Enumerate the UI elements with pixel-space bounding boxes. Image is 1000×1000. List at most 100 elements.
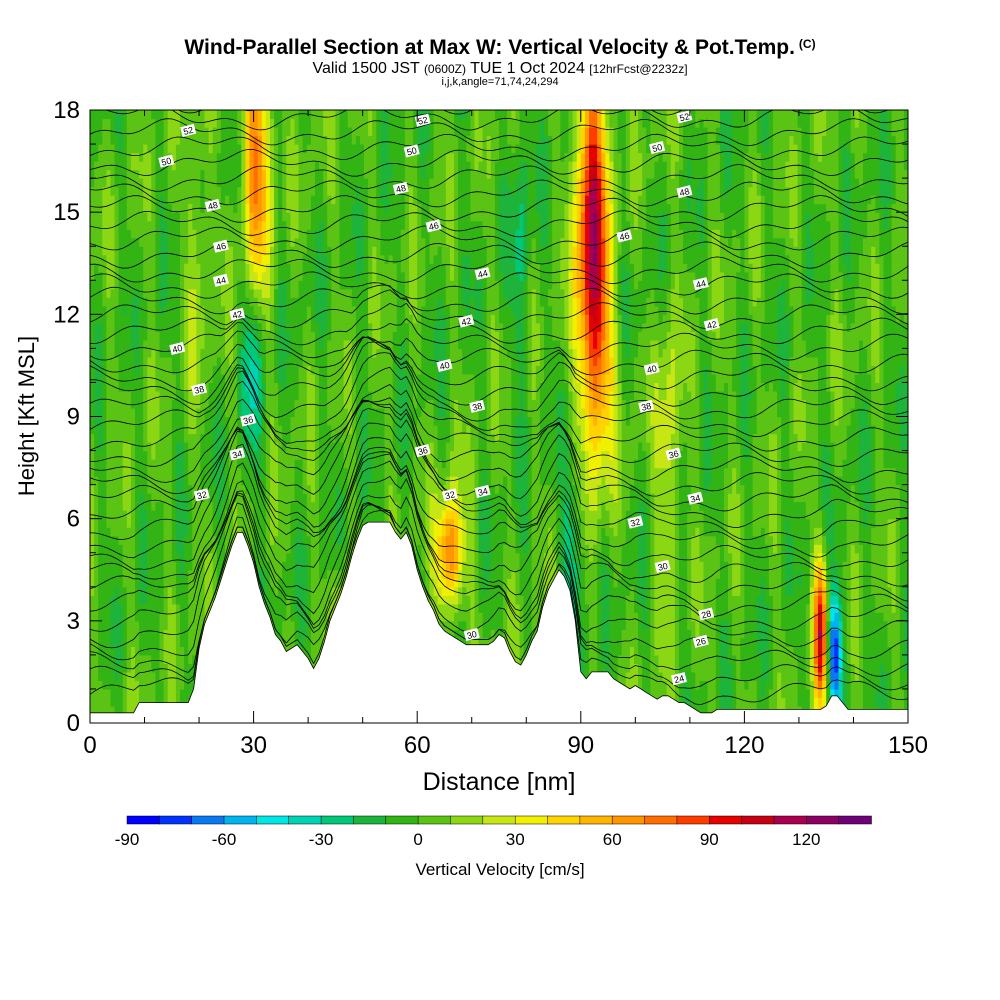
velocity-cell: [274, 450, 279, 460]
velocity-cell: [253, 501, 259, 511]
velocity-cell: [278, 254, 283, 264]
velocity-cell: [302, 169, 308, 179]
velocity-cell: [347, 297, 353, 307]
velocity-cell: [167, 620, 173, 630]
velocity-cell: [294, 212, 300, 222]
velocity-cell: [241, 280, 246, 290]
velocity-cell: [106, 212, 112, 222]
velocity-cell: [171, 518, 177, 528]
velocity-cell: [122, 527, 128, 537]
velocity-cell: [290, 535, 296, 545]
velocity-cell: [229, 229, 234, 239]
velocity-cell: [175, 186, 181, 196]
velocity-cell: [274, 629, 279, 639]
velocity-cell: [229, 288, 234, 298]
velocity-cell: [126, 569, 132, 579]
velocity-cell: [286, 603, 291, 613]
velocity-cell: [118, 459, 124, 469]
velocity-cell: [159, 280, 165, 290]
velocity-cell: [122, 518, 128, 528]
velocity-cell: [212, 195, 218, 205]
velocity-cell: [351, 280, 357, 290]
velocity-cell: [364, 322, 369, 332]
velocity-cell: [282, 450, 287, 460]
velocity-cell: [151, 467, 156, 477]
velocity-cell: [274, 271, 279, 281]
velocity-cell: [143, 203, 148, 213]
velocity-cell: [351, 425, 357, 435]
velocity-cell: [135, 408, 140, 418]
velocity-cell: [143, 382, 148, 392]
velocity-cell: [278, 135, 283, 145]
velocity-cell: [147, 646, 152, 656]
velocity-cell: [290, 527, 296, 537]
velocity-cell: [126, 535, 132, 545]
velocity-cell: [327, 178, 332, 188]
velocity-cell: [233, 322, 238, 332]
velocity-cell: [135, 314, 140, 324]
velocity-cell: [327, 450, 332, 460]
velocity-cell: [249, 220, 255, 230]
velocity-cell: [241, 348, 246, 358]
velocity-cell: [319, 552, 324, 562]
velocity-cell: [270, 612, 275, 622]
velocity-cell: [180, 399, 185, 409]
velocity-cell: [343, 178, 349, 188]
velocity-cell: [245, 484, 251, 494]
velocity-cell: [220, 493, 226, 503]
velocity-cell: [302, 348, 308, 358]
velocity-cell: [315, 612, 320, 622]
velocity-cell: [245, 314, 251, 324]
velocity-cell: [212, 501, 218, 511]
velocity-cell: [233, 152, 238, 162]
velocity-cell: [155, 195, 161, 205]
velocity-cell: [298, 586, 304, 596]
velocity-cell: [126, 144, 132, 154]
velocity-cell: [155, 433, 161, 443]
velocity-cell: [310, 178, 316, 188]
velocity-cell: [204, 365, 210, 375]
velocity-cell: [171, 654, 177, 664]
velocity-cell: [110, 671, 116, 681]
velocity-cell: [147, 297, 152, 307]
velocity-cell: [315, 433, 320, 443]
velocity-cell: [315, 118, 320, 128]
velocity-cell: [253, 518, 259, 528]
velocity-cell: [290, 416, 296, 426]
velocity-cell: [130, 118, 136, 128]
velocity-cell: [126, 595, 132, 605]
velocity-cell: [319, 195, 324, 205]
velocity-cell: [225, 314, 230, 324]
velocity-cell: [216, 348, 222, 358]
velocity-cell: [135, 331, 140, 341]
velocity-cell: [306, 314, 312, 324]
velocity-cell: [102, 544, 107, 554]
velocity-cell: [286, 110, 291, 120]
velocity-cell: [130, 144, 136, 154]
velocity-cell: [351, 501, 357, 511]
velocity-cell: [163, 671, 169, 681]
velocity-cell: [180, 186, 185, 196]
velocity-cell: [290, 552, 296, 562]
velocity-cell: [114, 467, 120, 477]
velocity-cell: [274, 476, 279, 486]
chart-subtitle: Valid 1500 JST (0600Z) TUE 1 Oct 2024 [1…: [0, 60, 1000, 78]
velocity-cell: [188, 680, 193, 690]
velocity-cell: [184, 135, 189, 145]
velocity-cell: [94, 586, 99, 596]
velocity-cell: [241, 484, 246, 494]
velocity-cell: [180, 637, 185, 647]
velocity-cell: [278, 416, 283, 426]
velocity-cell: [159, 212, 165, 222]
velocity-cell: [216, 501, 222, 511]
velocity-cell: [274, 263, 279, 273]
velocity-cell: [114, 518, 120, 528]
velocity-cell: [110, 118, 116, 128]
velocity-cell: [286, 637, 291, 647]
velocity-cell: [331, 263, 336, 273]
velocity-cell: [253, 459, 259, 469]
velocity-cell: [294, 356, 300, 366]
velocity-cell: [241, 425, 246, 435]
velocity-cell: [315, 425, 320, 435]
velocity-cell: [139, 152, 144, 162]
